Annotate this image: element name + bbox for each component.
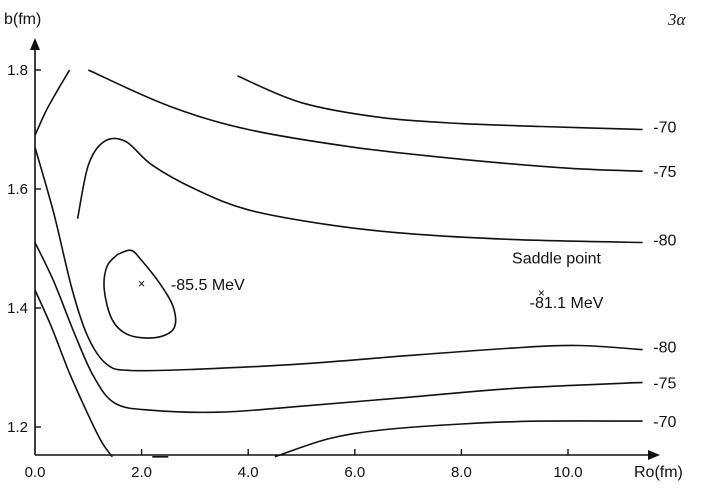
y-axis-label: b(fm) xyxy=(4,11,41,28)
x-tick-label: 8.0 xyxy=(451,464,472,481)
saddle-annotation: Saddle point × -81.1 MeV xyxy=(512,250,604,312)
x-axis-arrow xyxy=(648,450,660,460)
contour-line xyxy=(34,242,643,414)
contour-line xyxy=(34,69,71,136)
contour-line xyxy=(34,147,643,372)
contour-level-label: -70 xyxy=(653,414,676,431)
y-tick-label: 1.6 xyxy=(7,181,28,198)
axes xyxy=(30,38,660,460)
saddle-point-title: Saddle point xyxy=(512,250,602,267)
y-tick-label: 1.4 xyxy=(7,300,28,317)
minimum-energy-label: -85.5 MeV xyxy=(171,277,245,294)
y-tick-label: 1.2 xyxy=(7,419,28,436)
x-tick-label: 2.0 xyxy=(131,464,152,481)
x-tick-label: 4.0 xyxy=(238,464,259,481)
contour-level-label: -80 xyxy=(653,340,676,357)
y-tick-label: 1.8 xyxy=(7,62,28,79)
x-tick-label: 6.0 xyxy=(344,464,365,481)
saddle-point-energy-label: -81.1 MeV xyxy=(530,295,604,312)
contour-line xyxy=(87,69,643,172)
x-axis-label: Ro(fm) xyxy=(634,464,683,481)
saddle-point-marker: × xyxy=(538,286,545,300)
contour-line xyxy=(274,420,643,458)
contour-line xyxy=(34,289,113,458)
contour-labels: -70 -75 -80 -80 -75 -70 xyxy=(653,120,676,432)
minimum-contour xyxy=(103,249,177,339)
contour-line xyxy=(76,137,643,244)
minimum-marker: × xyxy=(138,276,146,291)
x-tick-label: 0.0 xyxy=(25,464,46,481)
contour-level-label: -75 xyxy=(653,375,676,392)
contour-level-label: -75 xyxy=(653,164,676,181)
y-axis-arrow xyxy=(30,38,40,50)
y-ticks: 1.2 1.4 1.6 1.8 xyxy=(7,62,41,436)
x-tick-label: 10.0 xyxy=(553,464,582,481)
x-ticks: 0.0 2.0 4.0 6.0 8.0 10.0 xyxy=(25,449,583,481)
contour-level-label: -70 xyxy=(653,120,676,137)
contour-level-label: -80 xyxy=(653,233,676,250)
corner-label: 3α xyxy=(667,10,687,29)
contour-lines xyxy=(34,69,643,458)
contour-line xyxy=(237,75,643,131)
minimum-annotation: × -85.5 MeV xyxy=(103,249,245,339)
